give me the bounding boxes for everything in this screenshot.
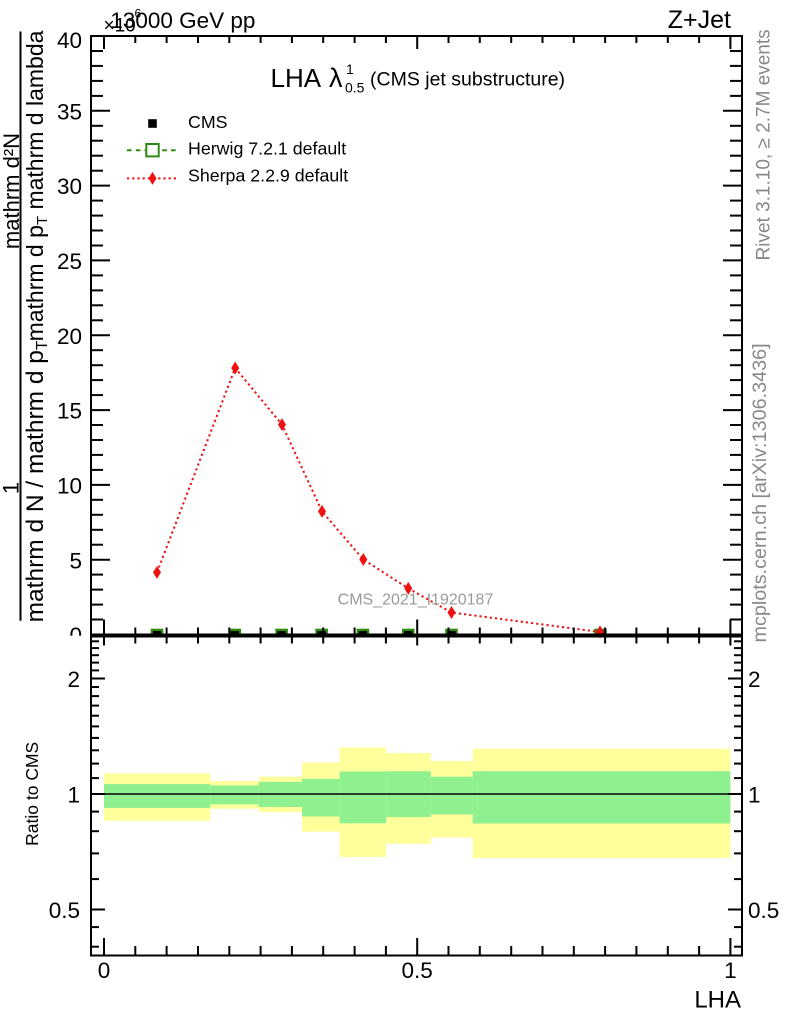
svg-text:2: 2 [67, 667, 80, 692]
svg-text:1: 1 [0, 482, 24, 494]
svg-text:25: 25 [57, 249, 82, 274]
svg-text:LHA: LHA [694, 987, 741, 1014]
svg-text:30: 30 [57, 174, 82, 199]
svg-text:10: 10 [57, 474, 82, 499]
svg-text:1: 1 [67, 783, 80, 808]
svg-text:15: 15 [57, 399, 82, 424]
svg-text:Ratio to CMS: Ratio to CMS [22, 742, 42, 846]
svg-text:1: 1 [748, 783, 761, 808]
svg-text:Z+Jet: Z+Jet [668, 6, 731, 34]
svg-text:1: 1 [346, 61, 354, 77]
svg-text:CMS_2021_I1920187: CMS_2021_I1920187 [338, 592, 494, 609]
svg-text:(CMS jet substructure): (CMS jet substructure) [370, 69, 565, 91]
svg-text:20: 20 [57, 324, 82, 349]
svg-text:LHA: LHA [271, 63, 322, 93]
svg-text:mathrm d pT mathrm d lambda: mathrm d pT mathrm d lambda [22, 30, 51, 341]
svg-text:mathrm d N / mathrm d pT: mathrm d N / mathrm d pT [22, 340, 51, 622]
svg-text:mathrm d²N: mathrm d²N [0, 133, 24, 249]
svg-text:2: 2 [748, 667, 761, 692]
svg-text:0.5: 0.5 [49, 898, 80, 923]
svg-text:1: 1 [724, 958, 737, 983]
svg-text:35: 35 [57, 99, 82, 124]
svg-text:λ: λ [329, 63, 343, 93]
svg-text:Rivet 3.1.10, ≥ 2.7M events: Rivet 3.1.10, ≥ 2.7M events [754, 29, 775, 260]
svg-text:Sherpa 2.2.9 default: Sherpa 2.2.9 default [188, 166, 348, 186]
svg-text:mcplots.cern.ch [arXiv:1306.34: mcplots.cern.ch [arXiv:1306.3436] [749, 343, 771, 642]
svg-text:6: 6 [135, 7, 142, 21]
svg-text:Herwig 7.2.1 default: Herwig 7.2.1 default [188, 138, 346, 158]
svg-text:40: 40 [57, 28, 82, 53]
svg-text:×10: ×10 [104, 16, 136, 37]
svg-text:5: 5 [69, 548, 82, 573]
svg-text:0.5: 0.5 [748, 898, 779, 923]
svg-text:CMS: CMS [188, 112, 228, 132]
svg-text:0.5: 0.5 [402, 958, 433, 983]
svg-text:13000 GeV pp: 13000 GeV pp [110, 8, 255, 33]
svg-text:0.5: 0.5 [345, 80, 365, 96]
svg-text:0: 0 [98, 958, 111, 983]
